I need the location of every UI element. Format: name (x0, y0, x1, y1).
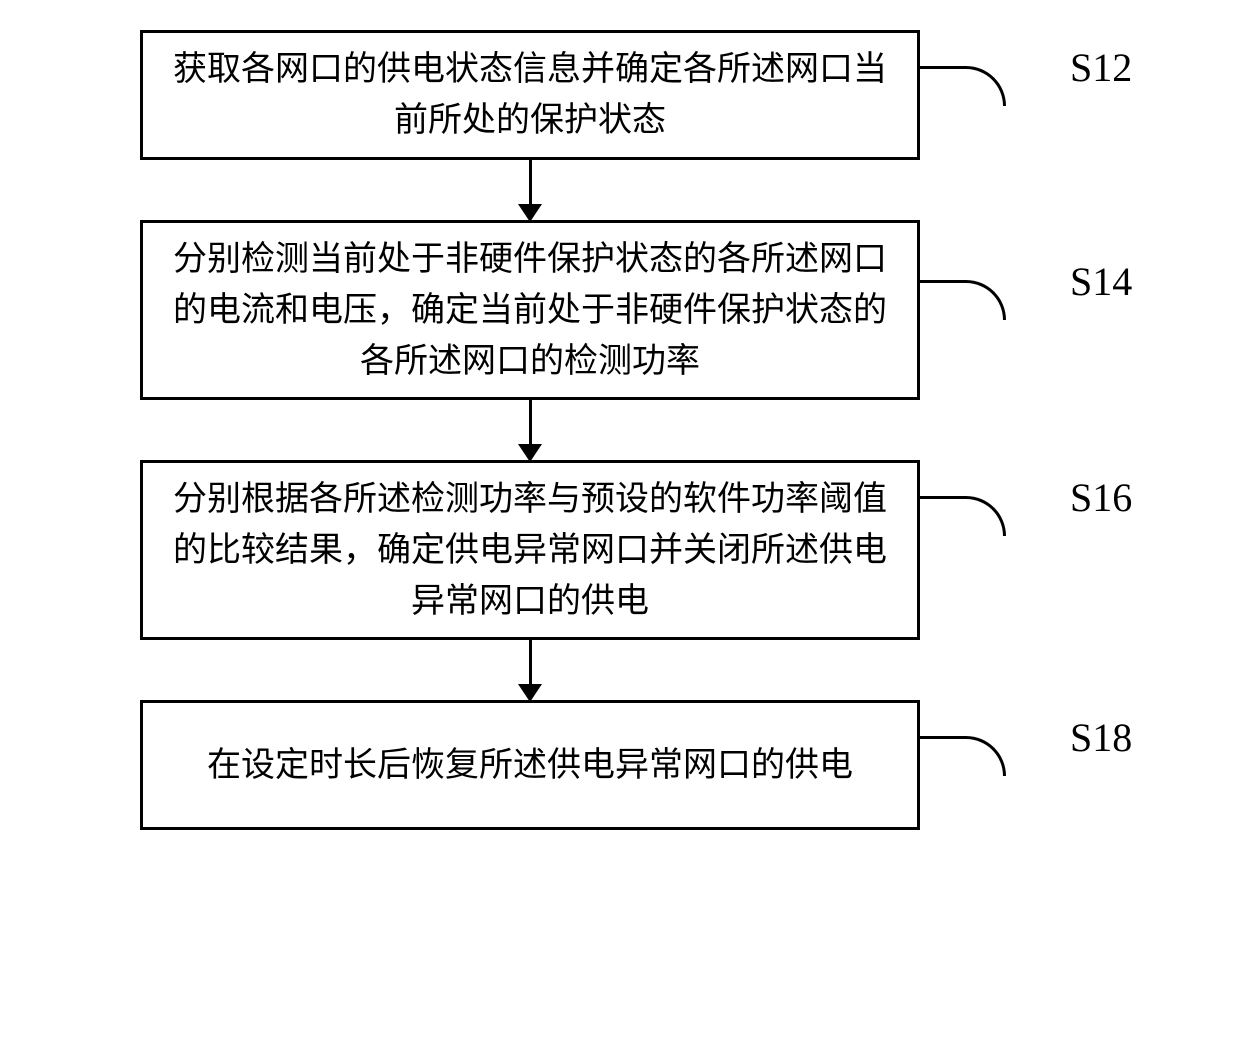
leader-line (918, 280, 1006, 320)
flow-box-text: 分别检测当前处于非硬件保护状态的各所述网口的电流和电压，确定当前处于非硬件保护状… (173, 234, 887, 387)
flow-box-s12: 获取各网口的供电状态信息并确定各所述网口当前所处的保护状态 (140, 30, 920, 160)
flow-box-s16: 分别根据各所述检测功率与预设的软件功率阈值的比较结果，确定供电异常网口并关闭所述… (140, 460, 920, 640)
arrow-line (529, 640, 532, 686)
flow-step-s12: 获取各网口的供电状态信息并确定各所述网口当前所处的保护状态 S12 (80, 30, 1160, 160)
flowchart-container: 获取各网口的供电状态信息并确定各所述网口当前所处的保护状态 S12 分别检测当前… (80, 30, 1160, 830)
flow-step-label: S16 (1070, 474, 1132, 521)
leader-line (918, 66, 1006, 106)
arrow-line (529, 160, 532, 206)
arrow-line (529, 400, 532, 446)
flow-arrow (140, 400, 920, 460)
flow-box-text: 分别根据各所述检测功率与预设的软件功率阈值的比较结果，确定供电异常网口并关闭所述… (173, 474, 887, 627)
flow-box-s18: 在设定时长后恢复所述供电异常网口的供电 (140, 700, 920, 830)
flow-box-text: 获取各网口的供电状态信息并确定各所述网口当前所处的保护状态 (173, 44, 887, 146)
flow-step-label: S12 (1070, 44, 1132, 91)
leader-line (918, 736, 1006, 776)
flow-box-s14: 分别检测当前处于非硬件保护状态的各所述网口的电流和电压，确定当前处于非硬件保护状… (140, 220, 920, 400)
flow-arrow (140, 640, 920, 700)
flow-step-s16: 分别根据各所述检测功率与预设的软件功率阈值的比较结果，确定供电异常网口并关闭所述… (80, 460, 1160, 640)
flow-step-label: S18 (1070, 714, 1132, 761)
flow-arrow (140, 160, 920, 220)
leader-line (918, 496, 1006, 536)
flow-step-label: S14 (1070, 258, 1132, 305)
flow-box-text: 在设定时长后恢复所述供电异常网口的供电 (207, 740, 853, 791)
flow-step-s18: 在设定时长后恢复所述供电异常网口的供电 S18 (80, 700, 1160, 830)
flow-step-s14: 分别检测当前处于非硬件保护状态的各所述网口的电流和电压，确定当前处于非硬件保护状… (80, 220, 1160, 400)
